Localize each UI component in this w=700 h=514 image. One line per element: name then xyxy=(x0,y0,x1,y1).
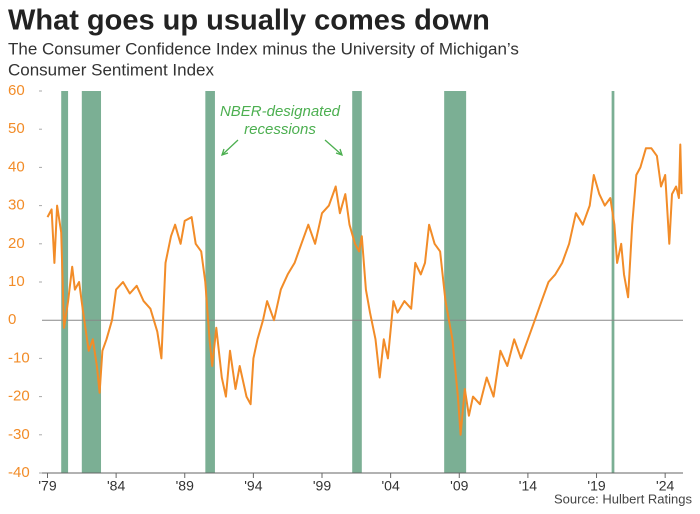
y-tick-label: 20 xyxy=(8,235,25,252)
y-tick-label: 30 xyxy=(8,197,25,214)
annotation-arrow xyxy=(221,139,239,156)
annotation-arrow xyxy=(324,139,343,156)
chart-title: What goes up usually comes down xyxy=(8,5,490,37)
x-tick-label: '99 xyxy=(313,478,331,494)
annotation: NBER-designated xyxy=(220,103,341,120)
y-tick-label: 10 xyxy=(8,273,25,290)
y-tick-label: 40 xyxy=(8,158,25,175)
source: Source: Hulbert Ratings xyxy=(554,491,693,506)
recession-band xyxy=(205,91,215,473)
y-tick-label: -20 xyxy=(8,388,30,405)
recession-band xyxy=(352,91,362,473)
x-tick-label: '94 xyxy=(244,478,262,494)
x-tick-label: '04 xyxy=(382,478,400,494)
recession-band xyxy=(61,91,69,473)
y-tick-label: 50 xyxy=(8,120,25,137)
y-tick-label: -10 xyxy=(8,349,30,366)
chart-subtitle: The Consumer Confidence Index minus the … xyxy=(8,39,519,58)
chart-subtitle: Consumer Sentiment Index xyxy=(8,60,214,79)
recession-band xyxy=(611,91,615,473)
y-tick-label: -30 xyxy=(8,426,30,443)
y-tick-label: 60 xyxy=(8,82,25,99)
x-tick-label: '19 xyxy=(587,478,605,494)
y-tick-label: -40 xyxy=(8,464,30,481)
data-line xyxy=(46,143,683,436)
x-tick-label: '89 xyxy=(176,478,194,494)
annotation-arrow xyxy=(220,148,229,157)
y-tick-label: 0 xyxy=(8,311,16,328)
plot-area: -40 -30 -20 -10 0 10 20 30 40 50 60 '79 '84 '89 '94 '99… xyxy=(8,82,683,494)
recession-band xyxy=(81,91,102,473)
annotation-arrow xyxy=(335,148,344,157)
annotation: recessions xyxy=(244,121,316,138)
x-tick-label: '84 xyxy=(107,478,125,494)
x-tick-label: '14 xyxy=(519,478,537,494)
x-tick-label: '79 xyxy=(38,478,56,494)
x-tick-label: '09 xyxy=(450,478,468,494)
recession-band xyxy=(444,91,467,473)
x-tick-label: '24 xyxy=(656,478,674,494)
